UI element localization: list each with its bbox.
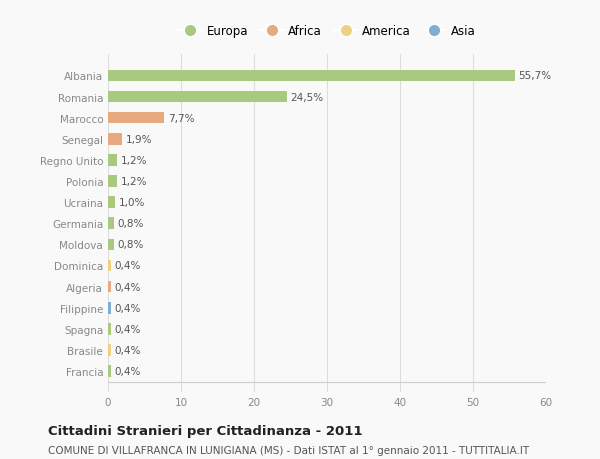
- Text: 24,5%: 24,5%: [290, 92, 323, 102]
- Text: 0,8%: 0,8%: [118, 219, 144, 229]
- Text: 0,4%: 0,4%: [115, 345, 141, 355]
- Bar: [108, 302, 111, 314]
- Text: 0,4%: 0,4%: [115, 261, 141, 271]
- Bar: [108, 70, 515, 82]
- Bar: [108, 176, 117, 187]
- Bar: [108, 260, 111, 272]
- Text: 1,0%: 1,0%: [119, 198, 145, 207]
- Bar: [108, 91, 287, 103]
- Text: 1,9%: 1,9%: [125, 134, 152, 145]
- Bar: [108, 112, 164, 124]
- Bar: [108, 239, 114, 251]
- Text: 55,7%: 55,7%: [518, 71, 551, 81]
- Text: COMUNE DI VILLAFRANCA IN LUNIGIANA (MS) - Dati ISTAT al 1° gennaio 2011 - TUTTIT: COMUNE DI VILLAFRANCA IN LUNIGIANA (MS) …: [48, 445, 529, 455]
- Text: 1,2%: 1,2%: [121, 177, 147, 187]
- Bar: [108, 155, 117, 166]
- Bar: [108, 197, 115, 208]
- Bar: [108, 365, 111, 377]
- Bar: [108, 323, 111, 335]
- Bar: [108, 281, 111, 293]
- Text: 0,8%: 0,8%: [118, 240, 144, 250]
- Text: 7,7%: 7,7%: [168, 113, 194, 123]
- Bar: [108, 218, 114, 230]
- Text: Cittadini Stranieri per Cittadinanza - 2011: Cittadini Stranieri per Cittadinanza - 2…: [48, 425, 362, 437]
- Text: 0,4%: 0,4%: [115, 324, 141, 334]
- Bar: [108, 344, 111, 356]
- Text: 0,4%: 0,4%: [115, 282, 141, 292]
- Text: 0,4%: 0,4%: [115, 303, 141, 313]
- Text: 0,4%: 0,4%: [115, 366, 141, 376]
- Bar: [108, 134, 122, 145]
- Text: 1,2%: 1,2%: [121, 156, 147, 166]
- Legend: Europa, Africa, America, Asia: Europa, Africa, America, Asia: [173, 21, 481, 43]
